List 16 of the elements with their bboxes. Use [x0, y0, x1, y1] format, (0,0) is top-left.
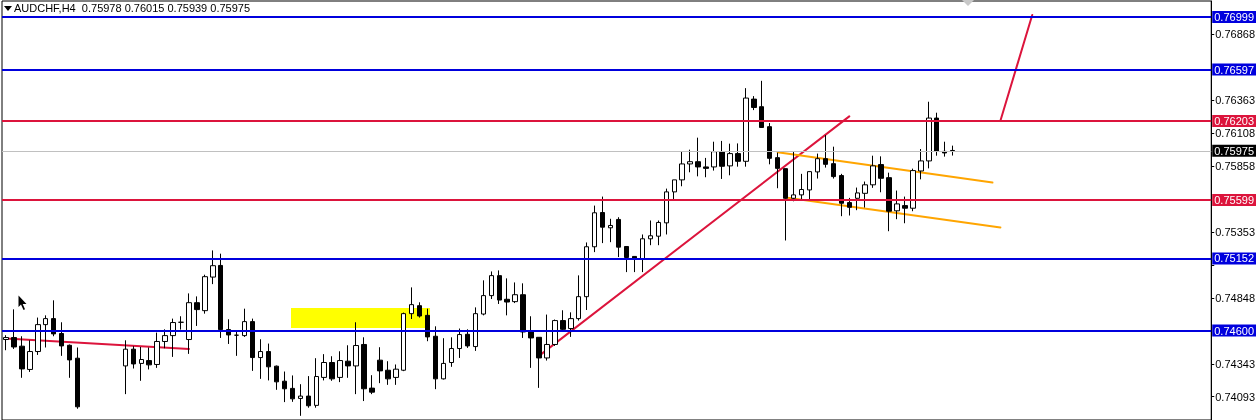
ref-line-label: 0.76999 [1214, 11, 1254, 24]
ref-line-label: 0.75975 [1214, 144, 1254, 157]
y-tick-label: 0.75858 [1215, 160, 1255, 173]
y-tick-label: 0.74343 [1215, 358, 1255, 371]
y-tick-label: 0.76868 [1215, 28, 1255, 41]
chart-title: AUDCHF,H4 0.75978 0.76015 0.75939 0.75975 [14, 1, 251, 14]
y-tick-label: 0.76363 [1215, 94, 1255, 107]
ref-line-label: 0.75152 [1214, 252, 1254, 265]
ref-line-label: 0.75599 [1214, 193, 1254, 206]
y-tick-label: 0.74093 [1215, 390, 1255, 403]
y-tick-label: 0.74848 [1215, 292, 1255, 305]
ref-line-label: 0.76203 [1214, 115, 1254, 128]
ref-line-label: 0.76597 [1214, 63, 1254, 76]
y-tick-label: 0.76108 [1215, 127, 1255, 140]
ref-line-label: 0.74600 [1214, 324, 1254, 337]
y-tick-label: 0.75353 [1215, 226, 1255, 239]
